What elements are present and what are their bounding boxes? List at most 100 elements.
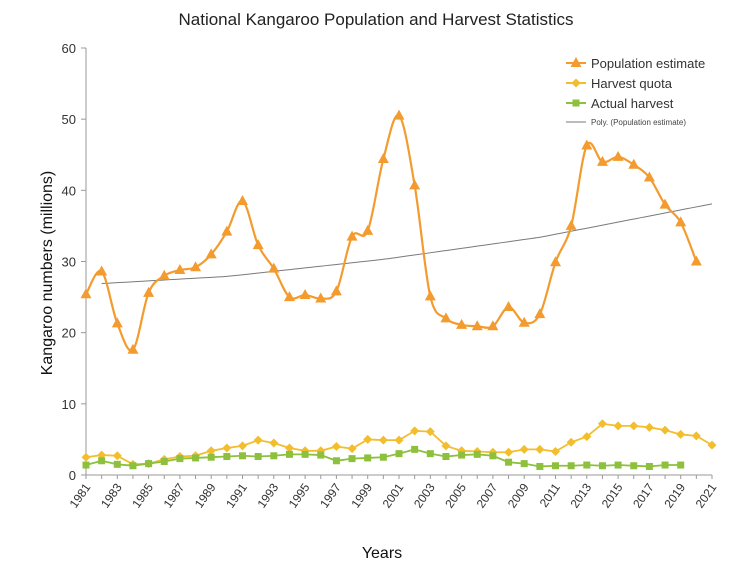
data-point [520,460,528,468]
data-point [145,460,153,468]
data-point [440,312,452,323]
data-point [690,255,702,266]
data-point [113,460,121,468]
data-point [691,431,701,441]
data-point [583,461,591,469]
data-point [379,453,387,461]
data-point [534,308,546,319]
data-point [536,462,544,470]
data-point [378,435,388,445]
data-point [614,461,622,469]
data-point [551,447,560,457]
data-point [581,139,593,150]
data-point [362,224,374,235]
data-point [630,462,638,470]
data-point [317,451,325,459]
data-point [676,429,686,439]
x-tick-label: 1997 [317,480,344,510]
data-point [629,421,639,431]
data-point [441,441,451,451]
data-point [661,461,669,469]
x-tick-label: 1989 [192,480,219,510]
data-point [81,452,91,462]
legend-label: Poly. (Population estimate) [591,118,686,127]
y-tick-label: 60 [62,41,76,56]
y-tick-label: 50 [62,112,76,127]
data-point [566,437,576,447]
legend: Population estimate Harvest quota Actual h… [566,56,705,127]
data-point [645,462,653,470]
x-tick-label: 1999 [348,480,375,510]
data-point [127,343,139,354]
x-tick-label: 1981 [67,480,94,510]
y-ticks: 0 10 20 30 40 50 60 [62,41,86,483]
x-tick-label: 1987 [161,480,188,510]
data-point [283,291,295,302]
data-point [519,444,529,454]
legend-label: Harvest quota [591,76,673,91]
data-point [489,452,497,460]
x-tick-label: 2005 [442,480,469,510]
y-axis-label: Kangaroo numbers (millions) [39,171,56,376]
series-layer [80,109,717,470]
data-point [253,435,263,445]
data-point [582,432,592,442]
data-point [425,427,435,437]
data-point [598,462,606,470]
x-tick-label: 1985 [129,480,156,510]
series-line [85,114,698,352]
data-point [550,256,561,267]
data-point [567,462,575,470]
data-point [96,265,108,276]
data-point [364,454,372,462]
data-point [268,262,280,273]
x-tick-label: 2007 [474,480,501,510]
data-point [395,450,403,458]
x-tick-label: 2013 [567,480,594,510]
data-point [207,453,215,461]
x-tick-label: 2017 [630,480,657,510]
data-point [487,320,499,331]
data-point [473,450,481,458]
data-point [331,442,341,452]
data-point [129,462,137,470]
y-tick-label: 40 [62,183,76,198]
x-ticks: 1981 1983 1985 1987 1989 1991 1993 1995 1997 1999… [67,475,720,511]
data-point [659,198,671,209]
data-point [394,435,404,445]
data-point [503,301,515,312]
data-point [471,320,483,331]
x-tick-label: 2015 [599,480,626,510]
legend-label: Population estimate [591,56,705,71]
data-point [518,316,530,327]
series-population-estimate [80,109,702,354]
data-point [660,425,670,435]
data-point [393,109,405,120]
legend-label: Actual harvest [591,96,674,111]
data-point [346,230,358,241]
data-point [315,292,327,303]
x-tick-label: 2021 [693,480,720,510]
data-point [612,150,624,161]
data-point [206,446,216,456]
data-point [80,288,92,299]
y-tick-label: 0 [69,468,76,483]
data-point [239,452,246,460]
data-point [238,441,247,451]
data-point [190,261,202,272]
series-actual-harvest [82,445,685,470]
data-point [270,452,278,460]
data-point [565,219,577,230]
data-point [158,269,170,280]
data-point [597,419,607,429]
data-point [285,450,293,458]
data-point [192,454,200,462]
data-point [174,264,186,275]
data-point [82,461,90,469]
data-point [222,443,232,453]
data-point [143,286,155,297]
data-point [707,440,717,450]
x-tick-label: 1983 [98,480,125,510]
x-tick-label: 2001 [380,480,407,510]
x-axis-label: Years [362,545,402,562]
